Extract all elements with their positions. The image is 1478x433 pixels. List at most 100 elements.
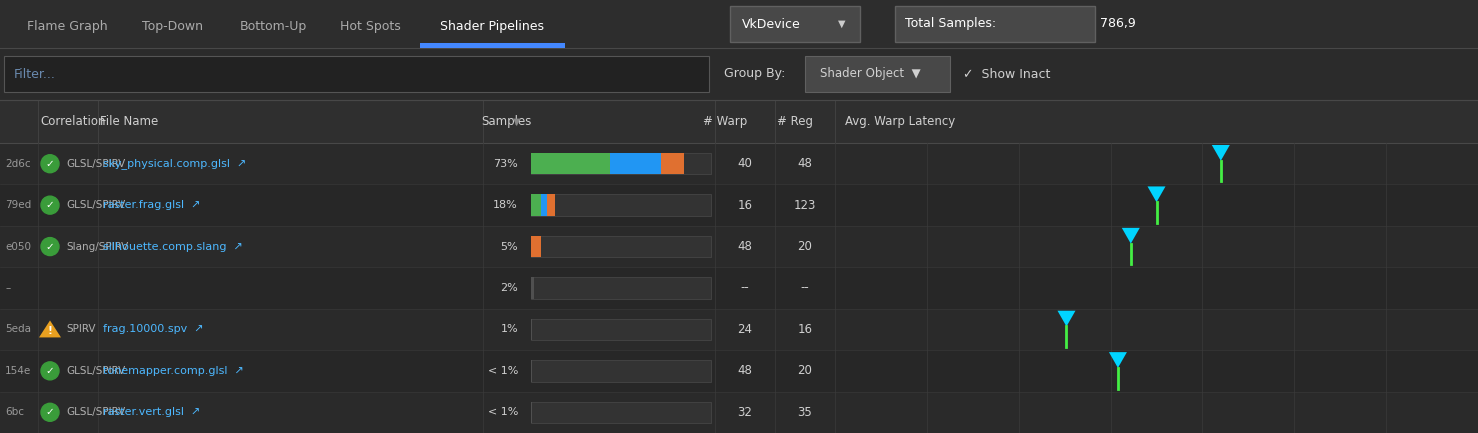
Text: ✓: ✓ (46, 407, 55, 417)
Bar (531, 194, 541, 216)
Text: SPIRV: SPIRV (67, 324, 96, 334)
Bar (0, 309, 1478, 350)
Bar (531, 194, 711, 216)
Text: Shader Pipelines: Shader Pipelines (440, 20, 544, 33)
Text: ✓: ✓ (46, 242, 55, 252)
Text: ✓: ✓ (46, 159, 55, 169)
Bar (547, 194, 556, 216)
Circle shape (41, 155, 59, 173)
Text: Flame Graph: Flame Graph (27, 20, 108, 33)
Text: # Reg: # Reg (777, 115, 813, 128)
Text: ✓: ✓ (46, 200, 55, 210)
Bar (531, 236, 541, 257)
Text: 48: 48 (738, 364, 752, 377)
Text: 24: 24 (738, 323, 752, 336)
Bar (0, 48, 1478, 100)
Bar (806, 56, 950, 92)
Text: 18%: 18% (494, 200, 517, 210)
Text: Top-Down: Top-Down (142, 20, 202, 33)
Text: Avg. Warp Latency: Avg. Warp Latency (845, 115, 955, 128)
Text: Correlation: Correlation (40, 115, 105, 128)
Bar (0, 391, 1478, 433)
Text: ▼: ▼ (838, 19, 845, 29)
Polygon shape (38, 320, 61, 337)
Text: 73%: 73% (494, 159, 517, 169)
Polygon shape (1147, 187, 1166, 202)
Text: 16: 16 (798, 323, 813, 336)
Bar (531, 153, 711, 174)
Text: VkDevice: VkDevice (742, 17, 801, 30)
Text: 2d6c: 2d6c (4, 159, 31, 169)
Text: --: -- (801, 281, 810, 294)
Text: raster.frag.glsl  ↗: raster.frag.glsl ↗ (103, 200, 201, 210)
Text: 20: 20 (798, 364, 813, 377)
Bar (0, 100, 1478, 143)
Text: 20: 20 (798, 240, 813, 253)
Bar (0, 267, 1478, 309)
Bar (531, 360, 711, 381)
Text: 48: 48 (738, 240, 752, 253)
Text: < 1%: < 1% (488, 366, 517, 376)
Text: 35: 35 (798, 406, 813, 419)
Text: Samples: Samples (480, 115, 532, 128)
Text: Shader Object  ▼: Shader Object ▼ (820, 68, 921, 81)
Text: 5eda: 5eda (4, 324, 31, 334)
Text: 40: 40 (738, 157, 752, 170)
Text: 2%: 2% (500, 283, 517, 293)
Text: ✓  Show Inact: ✓ Show Inact (964, 68, 1051, 81)
Bar (531, 401, 711, 423)
Text: Filter...: Filter... (13, 68, 56, 81)
Text: < 1%: < 1% (488, 407, 517, 417)
Bar (0, 184, 1478, 226)
Bar (531, 319, 711, 340)
Text: # Warp: # Warp (704, 115, 746, 128)
Text: Total Samples:: Total Samples: (905, 17, 996, 30)
Text: –: – (4, 283, 10, 293)
Bar (661, 153, 684, 174)
Text: ▼: ▼ (513, 116, 520, 126)
Text: 786,9: 786,9 (1100, 17, 1135, 30)
Text: GLSL/SPIRV: GLSL/SPIRV (67, 200, 126, 210)
Bar (4, 56, 709, 92)
Text: 48: 48 (798, 157, 813, 170)
Text: --: -- (740, 281, 749, 294)
Text: !: ! (47, 326, 52, 336)
Text: sky_physical.comp.glsl  ↗: sky_physical.comp.glsl ↗ (103, 158, 247, 169)
Text: Slang/SPIRV: Slang/SPIRV (67, 242, 129, 252)
Bar (531, 153, 610, 174)
Bar (531, 277, 711, 299)
Bar (0, 350, 1478, 391)
Text: silhouette.comp.slang  ↗: silhouette.comp.slang ↗ (103, 242, 242, 252)
Text: GLSL/SPIRV: GLSL/SPIRV (67, 366, 126, 376)
Text: tonemapper.comp.glsl  ↗: tonemapper.comp.glsl ↗ (103, 366, 244, 376)
Bar (0, 143, 1478, 184)
Text: 79ed: 79ed (4, 200, 31, 210)
Text: Hot Spots: Hot Spots (340, 20, 401, 33)
Text: e050: e050 (4, 242, 31, 252)
Text: raster.vert.glsl  ↗: raster.vert.glsl ↗ (103, 407, 201, 417)
Text: 123: 123 (794, 199, 816, 212)
Text: 16: 16 (738, 199, 752, 212)
Circle shape (41, 362, 59, 380)
Bar (541, 194, 547, 216)
Text: frag.10000.spv  ↗: frag.10000.spv ↗ (103, 324, 204, 334)
Text: 32: 32 (738, 406, 752, 419)
Text: ✓: ✓ (46, 366, 55, 376)
Text: 5%: 5% (501, 242, 517, 252)
Text: GLSL/SPIRV: GLSL/SPIRV (67, 407, 126, 417)
Bar (730, 6, 860, 42)
Bar (420, 43, 565, 48)
Bar (531, 277, 534, 299)
Circle shape (41, 403, 59, 421)
Text: File Name: File Name (101, 115, 158, 128)
Circle shape (41, 196, 59, 214)
Polygon shape (1108, 352, 1126, 368)
Polygon shape (1057, 311, 1076, 326)
Text: 1%: 1% (501, 324, 517, 334)
Bar (896, 6, 1095, 42)
Bar (0, 226, 1478, 267)
Text: GLSL/SPIRV: GLSL/SPIRV (67, 159, 126, 169)
Polygon shape (1212, 145, 1230, 161)
Text: 6bc: 6bc (4, 407, 24, 417)
Bar (610, 153, 661, 174)
